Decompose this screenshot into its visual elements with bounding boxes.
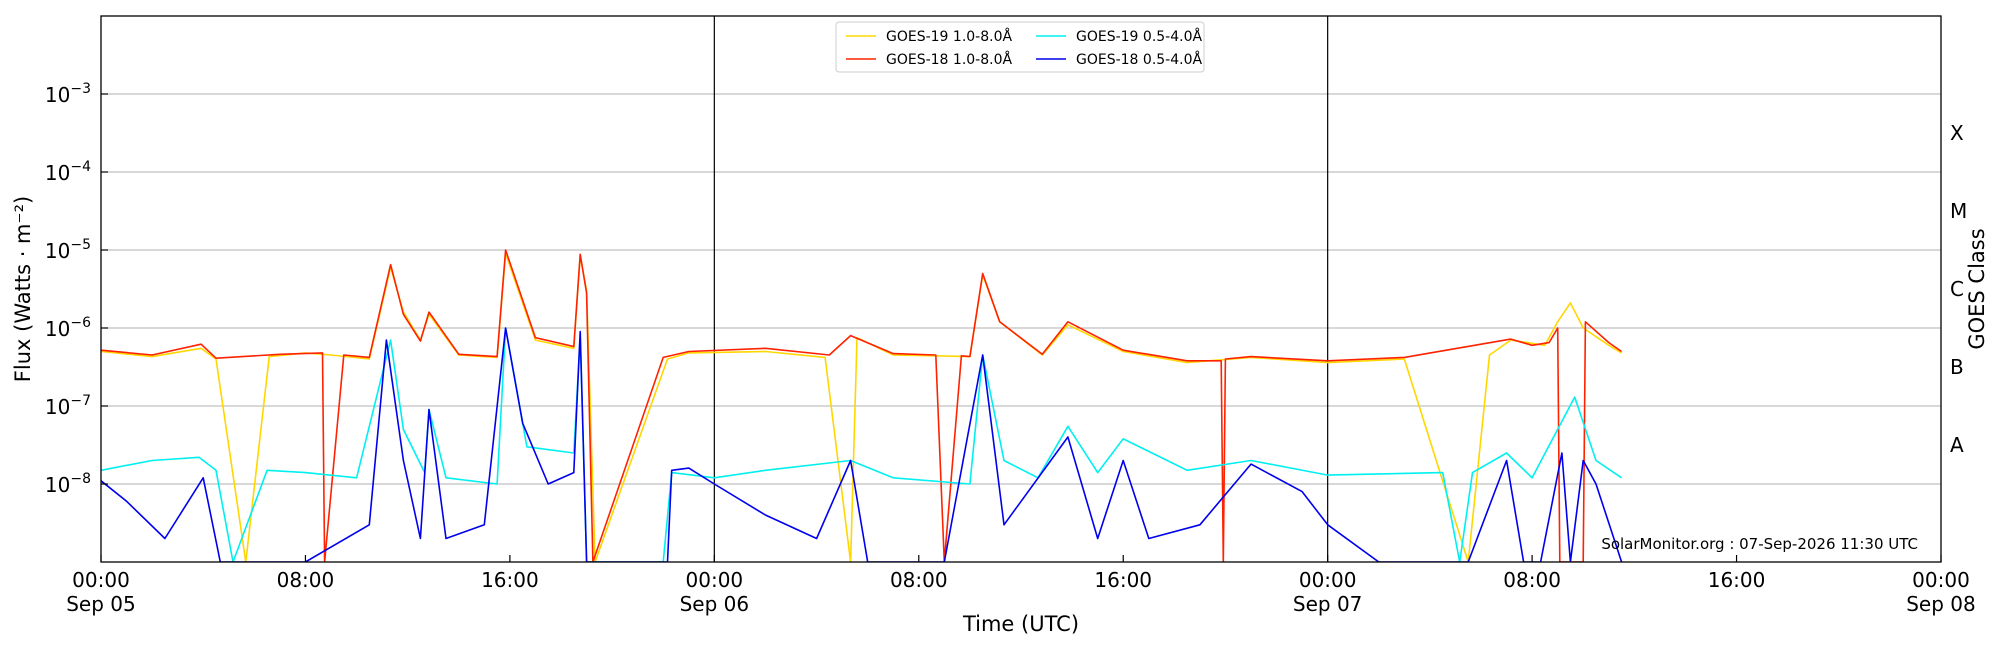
- goes-class-label: C: [1950, 277, 1964, 301]
- x-tick-label: 16:00: [481, 568, 539, 592]
- legend: GOES-19 1.0-8.0Å GOES-18 1.0-8.0Å GOES-19 …: [835, 21, 1205, 73]
- x-tick-date-label: Sep 07: [1293, 592, 1363, 616]
- x-tick-date-label: Sep 05: [66, 592, 136, 616]
- y-tick-label: 10−8: [45, 471, 91, 497]
- x-tick-label: 00:00: [1912, 568, 1970, 592]
- y-axis-title: Flux (Watts · m⁻²): [11, 196, 35, 382]
- goes-class-axis-title: GOES Class: [1965, 228, 1989, 349]
- legend-label: GOES-19 1.0-8.0Å: [886, 28, 1012, 45]
- series-line: [101, 252, 1623, 562]
- x-tick-label: 08:00: [890, 568, 948, 592]
- legend-label: GOES-18 1.0-8.0Å: [886, 51, 1012, 68]
- series-line: [101, 249, 1623, 562]
- legend-box: [835, 21, 1205, 73]
- day-divider-layer: [713, 16, 1329, 562]
- x-tick-date-label: Sep 06: [680, 592, 750, 616]
- x-tick-label: 16:00: [1708, 568, 1766, 592]
- grid-layer: [101, 93, 1941, 485]
- x-axis-title: Time (UTC): [962, 612, 1079, 636]
- series-line: [101, 327, 1623, 562]
- x-tick-label: 08:00: [277, 568, 335, 592]
- x-tick-label: 00:00: [72, 568, 130, 592]
- x-tick-label: 08:00: [1503, 568, 1561, 592]
- credit-label: SolarMonitor.org : 07-Sep-2026 11:30 UTC: [1601, 535, 1918, 553]
- goes-class-label: M: [1950, 199, 1967, 223]
- legend-label: GOES-18 0.5-4.0Å: [1076, 51, 1202, 68]
- tick-layer: [100, 93, 1942, 562]
- y-tick-label: 10−3: [45, 81, 91, 107]
- x-tick-label: 00:00: [686, 568, 744, 592]
- legend-label: GOES-19 0.5-4.0Å: [1076, 28, 1202, 45]
- goes-class-label: A: [1950, 433, 1964, 457]
- goes-class-label: B: [1950, 355, 1964, 379]
- series-line: [101, 327, 1623, 562]
- x-tick-label: 00:00: [1299, 568, 1357, 592]
- goes-class-label: X: [1950, 121, 1964, 145]
- x-tick-date-label: Sep 08: [1906, 592, 1976, 616]
- y-tick-label: 10−7: [45, 393, 91, 419]
- series-layer: [101, 249, 1623, 562]
- x-tick-label: 16:00: [1094, 568, 1152, 592]
- plot-frame: [100, 15, 1942, 563]
